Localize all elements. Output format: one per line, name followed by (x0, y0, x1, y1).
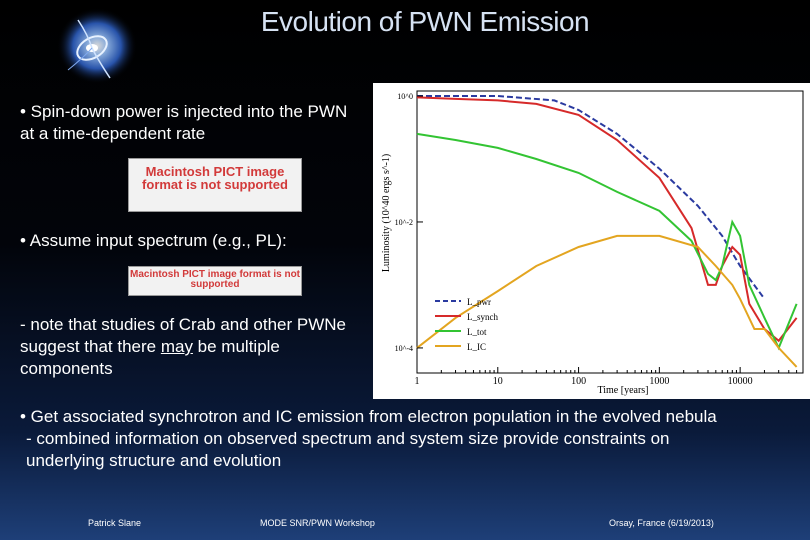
pict-placeholder-2: Macintosh PICT image format is not suppo… (128, 266, 302, 296)
bullet-crab-note-end: be multiple components (20, 337, 280, 378)
y-tick-label: 10^-2 (395, 218, 413, 227)
pict-placeholder-text: Macintosh PICT image format is not suppo… (129, 269, 301, 290)
plot-frame (416, 90, 804, 374)
bullet-synchrotron-ic-sub: - combined information on observed spect… (26, 429, 670, 470)
y-tick-label: 10^0 (397, 92, 413, 101)
series-line-l-tot (416, 132, 798, 351)
chart-background (373, 83, 810, 399)
legend-label: L_pwr (467, 297, 491, 307)
x-tick-label: 1000 (649, 376, 669, 387)
bullet-crab-note-text: - note that studies of Crab and other PW… (20, 315, 347, 356)
series-line-l-synch (416, 96, 798, 343)
luminosity-chart: 1 10 100 1000 10000 10^0 10^-2 10^-4 L_pwr L_syn… (373, 83, 810, 399)
bullet-input-spectrum: • Assume input spectrum (e.g., PL): (20, 231, 287, 250)
bullet-synchrotron-ic: • Get associated synchrotron and IC emis… (20, 406, 740, 472)
x-axis-label: Time [years] (597, 385, 648, 396)
x-tick-label: 1 (415, 376, 420, 387)
x-tick-label: 10000 (728, 376, 753, 387)
footer-event: MODE SNR/PWN Workshop (260, 518, 375, 528)
bullet-synchrotron-ic-line: • Get associated synchrotron and IC emis… (20, 407, 717, 426)
legend-label: L_tot (467, 327, 487, 337)
slide-title: Evolution of PWN Emission (260, 6, 590, 37)
pict-placeholder-1: Macintosh PICT image format is not suppo… (128, 158, 302, 212)
footer-author: Patrick Slane (88, 518, 142, 528)
crab-nebula-image (57, 8, 137, 84)
x-tick-label: 100 (571, 376, 586, 387)
legend-label: L_IC (467, 342, 486, 352)
bullet-spin-down: • Spin-down power is injected into the P… (20, 102, 348, 143)
series-line-l-ic (416, 234, 798, 368)
footer-place-date: Orsay, France (6/19/2013) (609, 518, 714, 528)
y-tick-label: 10^-4 (395, 344, 413, 353)
legend-label: L_synch (467, 312, 498, 322)
bullet-crab-note: - note that studies of Crab and other PW… (20, 314, 365, 380)
y-axis-label: Luminosity (10^40 ergs s^-1) (381, 154, 392, 272)
pict-placeholder-text: Macintosh PICT image format is not suppo… (142, 164, 288, 192)
x-tick-label: 10 (493, 376, 503, 387)
bullet-crab-note-emphasis: may (160, 337, 193, 356)
